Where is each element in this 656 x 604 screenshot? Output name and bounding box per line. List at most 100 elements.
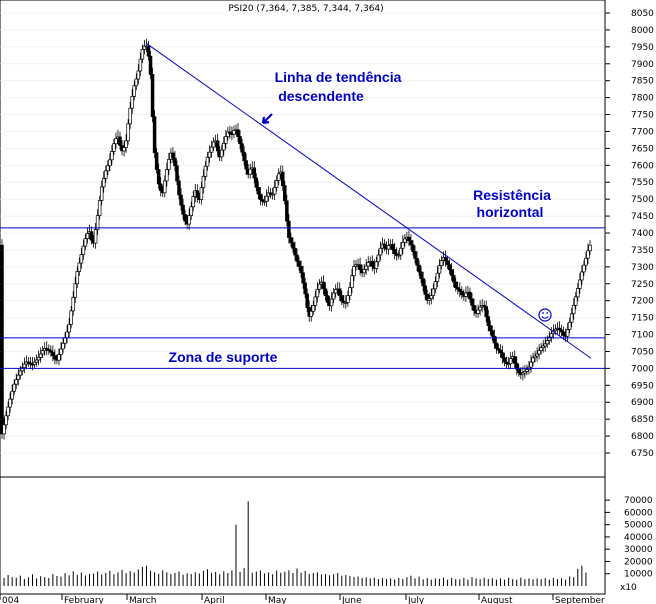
candle-body	[167, 159, 171, 170]
candle-body	[126, 123, 130, 142]
candle-body	[362, 269, 366, 274]
price-tick-label: 7200	[631, 297, 654, 307]
volume-tick-label: 40000	[624, 533, 653, 543]
price-tick-label: 8000	[631, 26, 654, 36]
resistance-label-line1: Resistência	[473, 187, 551, 203]
x-tick-label: August	[481, 596, 513, 604]
candle-body	[238, 136, 242, 145]
candle-body	[476, 309, 480, 314]
candle-body	[390, 244, 395, 250]
candle-body	[32, 361, 37, 365]
candle-body	[396, 254, 401, 257]
price-panel	[0, 0, 606, 478]
price-tick-label: 7700	[631, 127, 654, 137]
candle-body	[315, 288, 320, 298]
candle-body	[274, 180, 279, 188]
candle-body	[26, 361, 31, 364]
candle-body	[517, 368, 521, 373]
candle-body	[523, 370, 527, 374]
candle-body	[49, 350, 53, 353]
candle-body	[69, 310, 73, 325]
candle-body	[370, 260, 375, 267]
candle-body	[18, 370, 23, 376]
candle-body	[297, 260, 301, 267]
volume-tick-label: 10000	[624, 570, 653, 580]
price-tick-label: 7500	[631, 195, 654, 205]
candle-body	[20, 367, 25, 372]
candle-body	[366, 262, 370, 267]
candle-body	[219, 149, 224, 158]
candle-body	[175, 165, 179, 182]
candle-body	[226, 131, 230, 137]
candle-body	[34, 359, 39, 363]
candle-body	[413, 251, 417, 259]
candle-body	[506, 363, 511, 366]
price-tick-label: 7250	[631, 280, 654, 290]
candle-body	[340, 295, 344, 302]
candle-body	[291, 242, 295, 249]
candle-body	[156, 169, 161, 185]
candle-body	[108, 159, 112, 167]
candle-body	[364, 265, 368, 270]
candle-body	[423, 285, 427, 295]
candle-body	[236, 129, 240, 137]
candle-body	[128, 107, 132, 125]
candle-body	[77, 262, 82, 272]
candle-body	[547, 336, 552, 341]
candle-body	[543, 343, 547, 347]
volume-tick-label: 70000	[624, 496, 653, 506]
candle-body	[470, 298, 474, 306]
price-tick-label: 7950	[631, 43, 654, 53]
candle-body	[4, 415, 8, 426]
candle-body	[283, 185, 287, 202]
price-tick-label: 7050	[631, 347, 654, 357]
candle-body	[352, 266, 356, 277]
candle-body	[309, 310, 314, 317]
x-tick-label: September	[555, 596, 605, 604]
candle-body	[458, 288, 462, 292]
candle-body	[586, 250, 590, 259]
price-tick-label: 7400	[631, 229, 654, 239]
trendline	[146, 43, 592, 359]
candle-body	[232, 130, 236, 135]
candle-body	[264, 195, 269, 202]
candle-body	[531, 357, 535, 363]
candle-body	[496, 348, 501, 351]
candle-body	[79, 254, 84, 264]
candle-body	[163, 180, 167, 194]
candle-body	[508, 358, 513, 365]
candle-body	[75, 271, 80, 285]
trend-label-line2: descendente	[278, 88, 364, 104]
candle-body	[521, 372, 525, 376]
candle-body	[165, 169, 169, 182]
candle-body	[252, 167, 257, 179]
candle-body	[331, 292, 336, 300]
candle-body	[376, 254, 381, 263]
candle-body	[574, 296, 578, 306]
candle-body	[189, 206, 193, 217]
candle-body	[421, 278, 425, 287]
x-tick-label: July	[407, 596, 425, 604]
candle-body	[289, 237, 293, 244]
candle-body	[419, 271, 423, 280]
candle-body	[565, 329, 570, 337]
candle-body	[429, 295, 434, 299]
x-tick-label: March	[129, 596, 156, 604]
price-tick-label: 7800	[631, 94, 654, 104]
price-tick-label: 7600	[631, 161, 654, 171]
candle-body	[101, 178, 106, 188]
candle-body	[358, 264, 362, 271]
candle-body	[321, 281, 326, 290]
candle-body	[344, 302, 348, 304]
candle-body	[36, 357, 41, 361]
candle-body	[6, 406, 10, 417]
candle-body	[378, 247, 383, 256]
candle-body	[199, 187, 204, 200]
candle-body	[295, 254, 299, 262]
candle-body	[464, 292, 468, 297]
candle-body	[258, 193, 263, 200]
candle-body	[177, 180, 181, 196]
x-tick-label: June	[341, 596, 362, 604]
support-label: Zona de suporte	[169, 349, 278, 365]
candle-body	[584, 257, 588, 266]
